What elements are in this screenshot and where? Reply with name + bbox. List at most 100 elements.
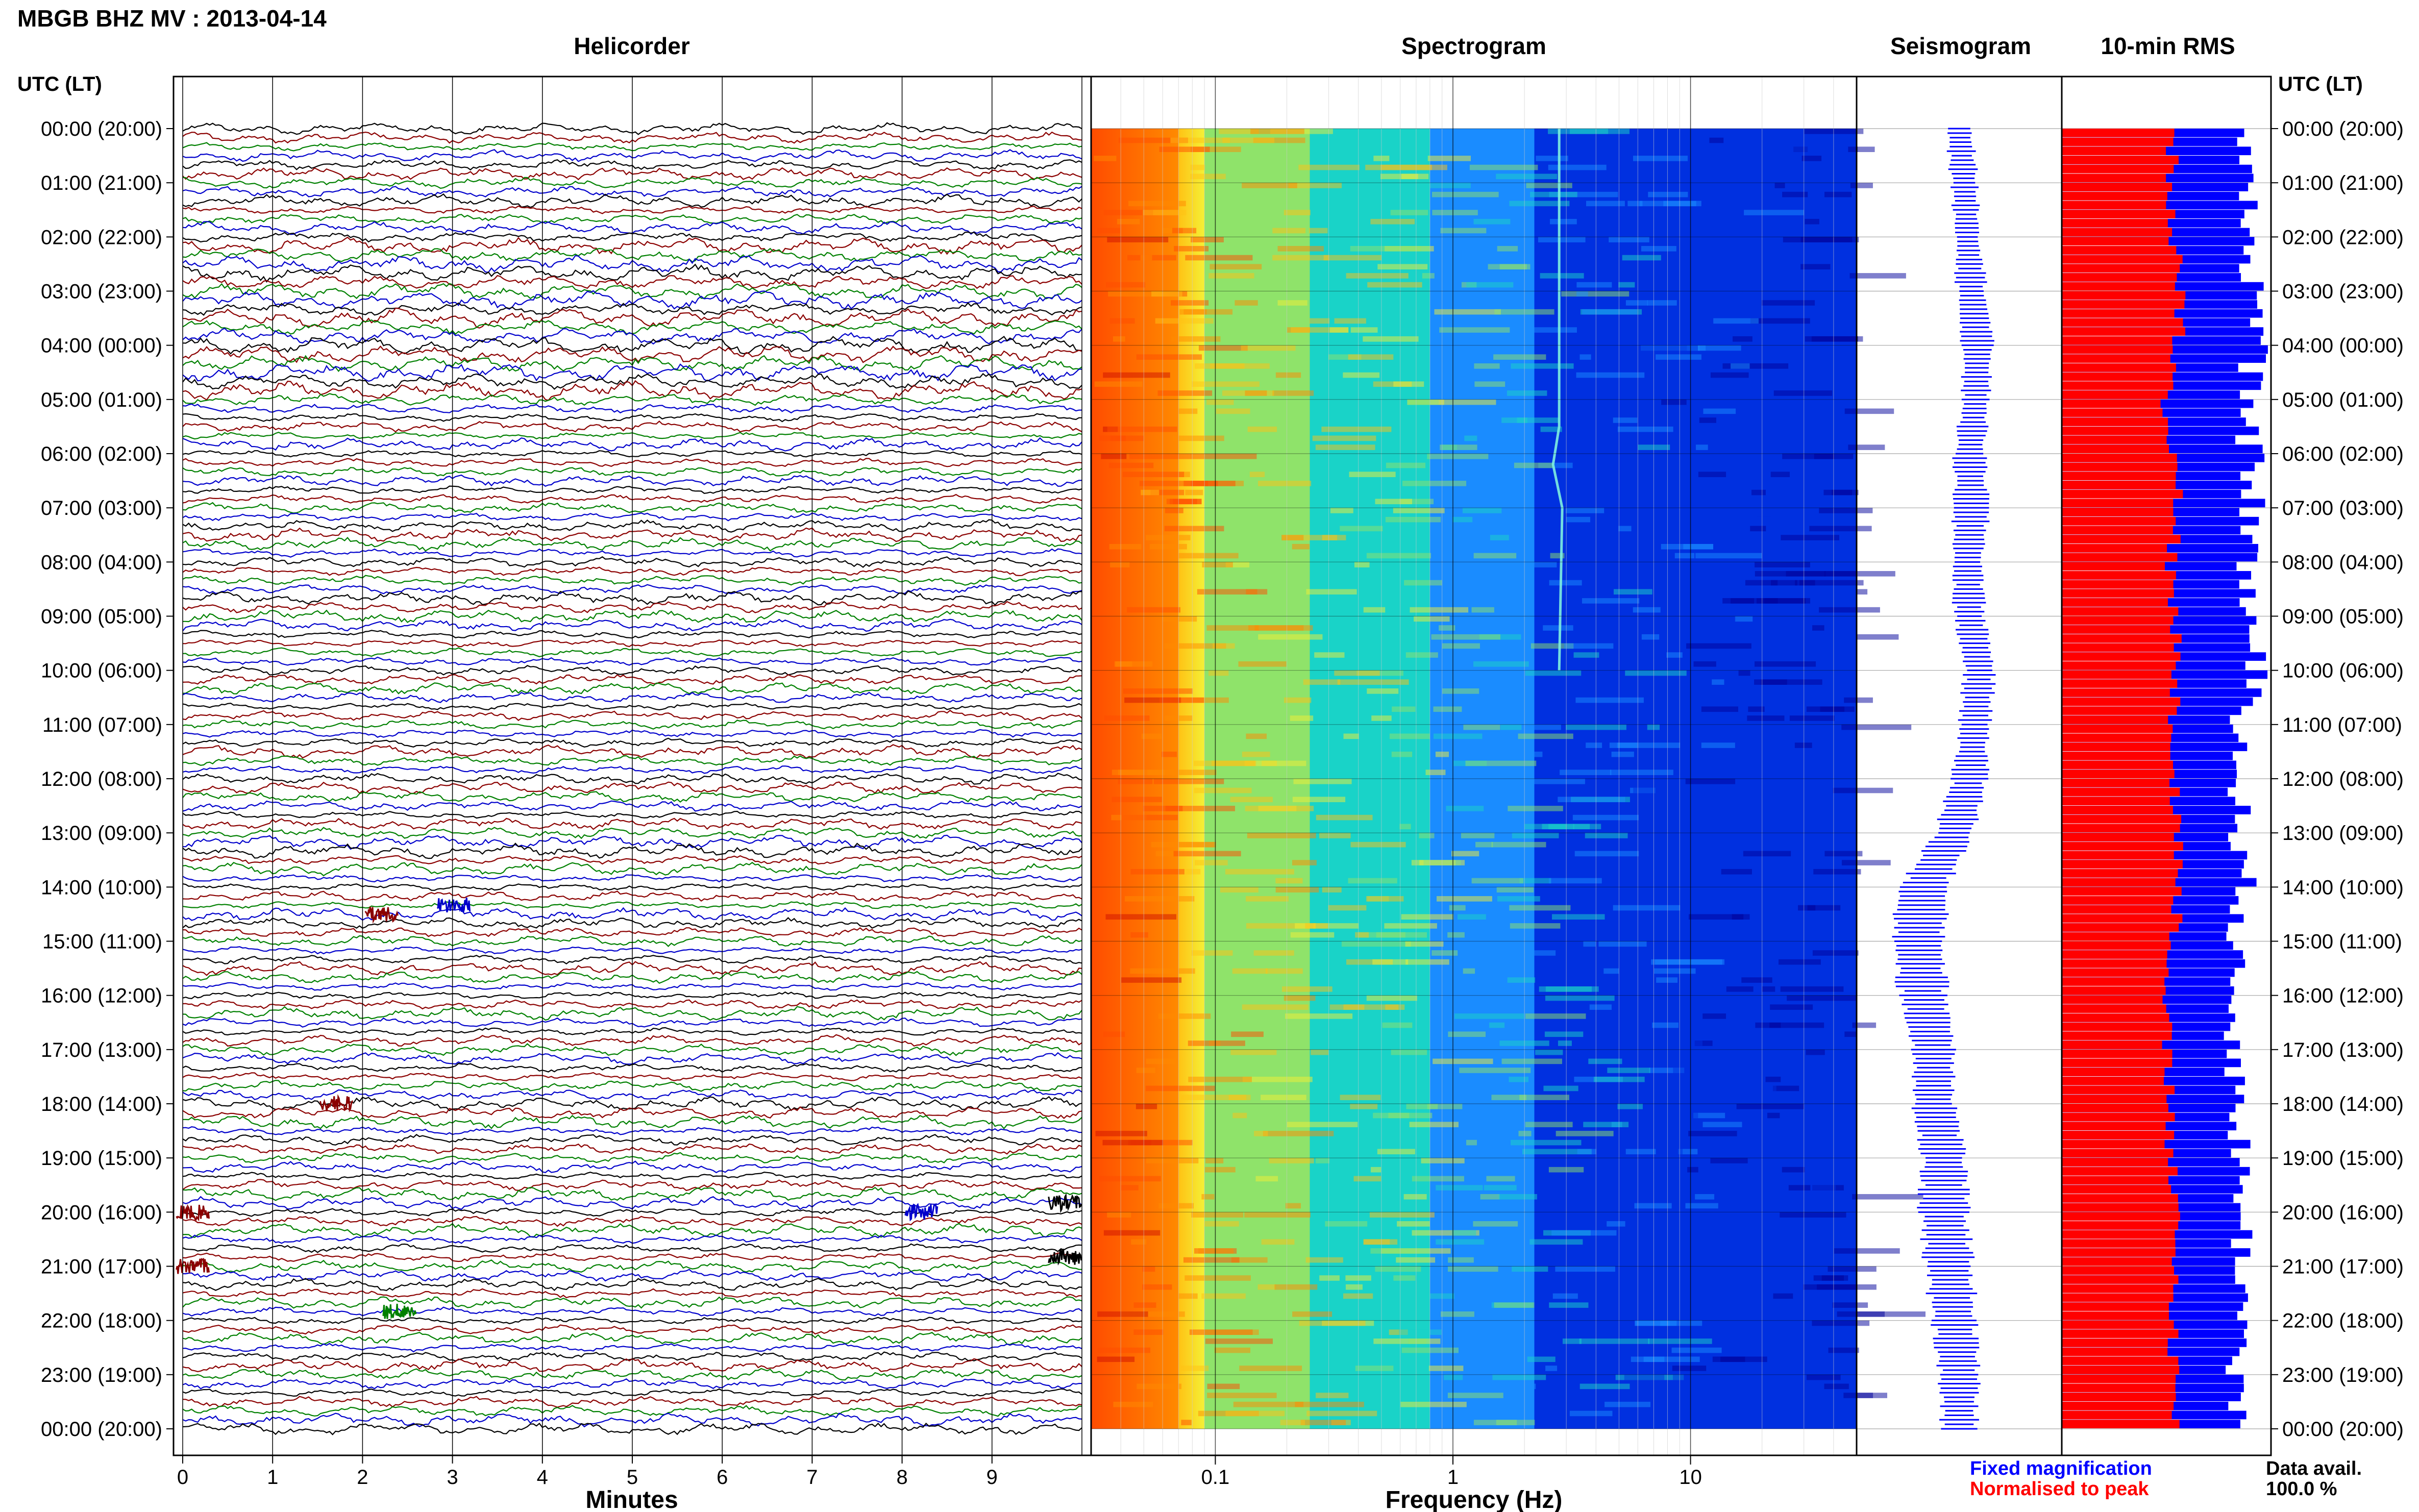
time-tick-label: 13:00 (09:00) [41,822,162,845]
rms-bar-normalised [2062,1393,2176,1401]
spectrogram-streak [1159,697,1204,703]
spectrogram-streak [1522,1149,1592,1155]
rms-bar-normalised [2062,1031,2172,1040]
spectrogram-streak [1849,273,1906,279]
spectrogram-streak [1812,1320,1870,1326]
spectrogram-streak [1856,1311,1926,1317]
spectrogram-streak [1213,643,1235,649]
spectrogram-tremor-line [1551,129,1564,671]
spectrogram-streak [1742,1031,1792,1037]
spectrogram-streak [1345,1284,1363,1290]
spectrogram-streak [1269,1158,1314,1163]
time-tick-label: 09:00 (05:00) [41,606,162,628]
spectrogram-streak [1634,1203,1672,1209]
time-tick-label: 05:00 (01:00) [2282,389,2404,411]
spectrogram-streak [1799,580,1864,586]
spectrogram-streak [1844,408,1894,414]
spectrogram-streak [1442,688,1479,694]
spectrogram-streak [1094,156,1117,161]
spectrogram-streak [1244,760,1306,766]
spectrogram-streak [1207,1393,1277,1398]
time-tick-label: 20:00 (16:00) [2282,1201,2404,1224]
spectrogram-streak [1133,1329,1164,1335]
spectrogram-streak [1101,454,1127,459]
spectrogram-streak [1282,535,1337,540]
spectrogram-streak [1813,869,1861,875]
spectrogram-streak [1330,508,1353,513]
spectrogram-streak [1473,553,1517,559]
rms-bar-normalised [2062,1112,2175,1122]
spectrogram-streak [1586,742,1602,748]
spectrogram-streak [1183,1257,1240,1263]
spectrogram-streak [1788,1185,1811,1191]
time-tick-label: 19:00 (15:00) [41,1147,162,1170]
spectrogram-streak [1285,1013,1353,1019]
spectrogram-streak [1555,1266,1615,1272]
spectrogram-streak [1618,526,1632,532]
station-title: MBGB BHZ MV : 2013-04-14 [17,5,327,32]
spectrogram-streak [1097,1311,1148,1317]
time-tick-label: 00:00 (20:00) [2282,118,2404,140]
spectrogram-streak [1589,1004,1612,1010]
spectrogram-streak [1730,598,1755,604]
spectrogram-streak [1510,1139,1582,1146]
rms-bar-normalised [2062,1302,2169,1311]
time-tick-label: 08:00 (04:00) [41,551,162,574]
spectrogram-streak [1656,1212,1713,1218]
spectrogram-streak [1720,1356,1767,1362]
spectrogram-streak [1181,1420,1192,1425]
spectrogram-streak [1113,1401,1153,1407]
spectrogram-streak [1661,1058,1690,1064]
spectrogram-streak [1852,1022,1877,1028]
spectrogram-streak [1433,706,1462,712]
spectrogram-streak [1576,291,1588,297]
spectrogram-streak [1405,652,1438,658]
spectrogram-streak [1118,770,1165,775]
rms-bar-normalised [2062,462,2178,472]
spectrogram-streak [1798,797,1849,803]
spectrogram-streak [1343,1293,1373,1299]
spectrogram-streak [1337,679,1409,685]
spectrogram-streak [1469,164,1538,170]
spectrogram-streak [1793,977,1814,983]
spectrogram-streak [1358,932,1405,938]
rms-bar-normalised [2062,950,2167,959]
rms-bar-normalised [2062,1420,2180,1428]
spectrogram-streak [1422,1293,1454,1299]
spectrogram-streak [1242,1076,1313,1082]
spectrogram-streak [1529,724,1561,730]
spectrogram-streak [1392,706,1416,712]
spectrogram-streak [1473,1420,1517,1425]
spectrogram-streak [1448,1031,1486,1037]
spectrogram-streak [1708,146,1770,153]
spectrogram-streak [1204,1221,1239,1227]
spectrogram-streak [1104,715,1150,721]
spectrogram-streak [1609,237,1649,242]
spectrogram-streak [1309,228,1328,234]
spectrogram-streak [1172,228,1197,234]
spectrogram-streak [1146,535,1191,540]
time-tick-label: 16:00 (12:00) [2282,985,2404,1007]
spectrogram-streak [1821,1275,1844,1281]
spectrogram-streak [1343,733,1359,739]
spectrogram-streak [1446,806,1484,811]
spectrogram-streak [1343,1004,1365,1010]
spectrogram-streak [1343,372,1380,378]
spectrogram-streak [1452,1230,1476,1236]
spectrogram-streak [1494,1302,1535,1308]
spectrogram-streak [1397,1221,1430,1227]
time-tick-label: 02:00 (22:00) [41,226,162,249]
spectrogram-streak [1624,1374,1665,1380]
spectrogram-streak [1728,589,1798,595]
spectrogram-streak [1616,1167,1675,1173]
rms-bar-normalised [2062,770,2175,778]
spectrogram-streak [1103,210,1153,215]
spectrogram-streak [1414,616,1450,622]
spectrogram-streak [1474,381,1505,387]
rms-bar-normalised [2062,137,2174,146]
rms-bar-normalised [2062,1266,2174,1275]
spectrogram-streak [1180,1366,1209,1371]
spectrogram-streak [1172,435,1224,441]
spectrogram-streak [1768,652,1813,658]
spectrogram-streak [1693,1112,1725,1119]
